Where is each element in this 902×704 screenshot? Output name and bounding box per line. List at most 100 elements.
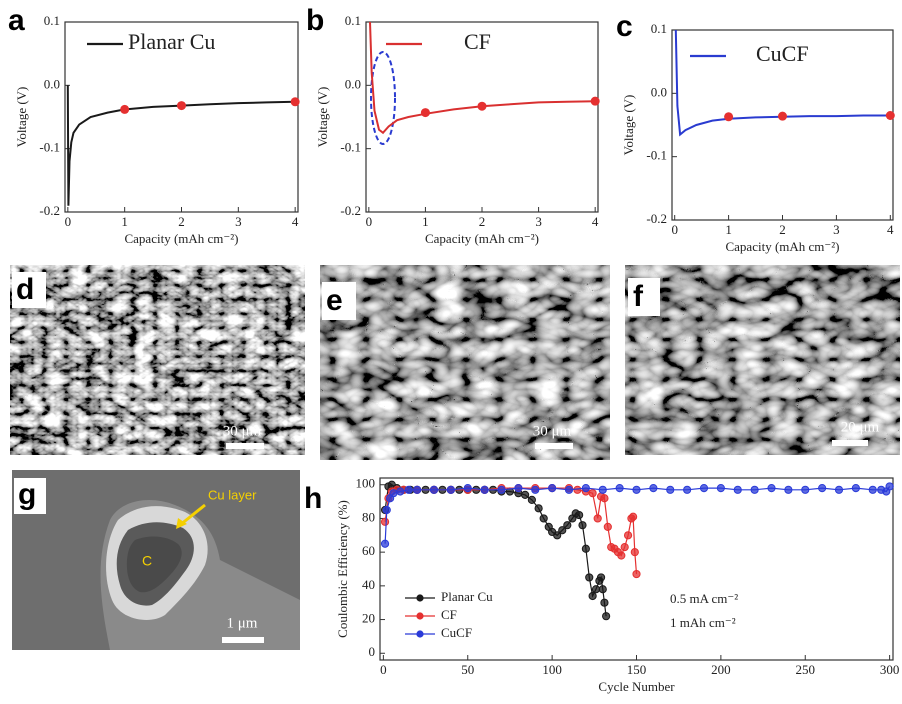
annotation: 1 mAh cm⁻² <box>670 615 736 630</box>
data-point <box>630 513 637 520</box>
y-tick-label: 0.1 <box>345 13 361 28</box>
data-point <box>405 486 412 493</box>
data-point <box>886 483 893 490</box>
marker <box>291 97 300 106</box>
data-point <box>852 485 859 492</box>
x-tick-label: 3 <box>535 214 542 229</box>
y-tick-label: 0.0 <box>651 84 667 99</box>
x-tick-label: 50 <box>461 662 474 677</box>
x-tick-label: 0 <box>65 214 72 229</box>
legend-marker <box>416 612 423 619</box>
y-axis-label: Voltage (V) <box>14 87 29 148</box>
panel-letter: a <box>8 4 25 37</box>
data-point <box>717 485 724 492</box>
data-point <box>565 486 572 493</box>
sem-image-d: d 30 μm <box>10 265 305 455</box>
x-tick-label: 150 <box>627 662 647 677</box>
data-point <box>535 505 542 512</box>
x-tick-label: 1 <box>422 214 429 229</box>
annotation: Cu layer <box>208 487 257 502</box>
data-point <box>390 490 397 497</box>
legend-label: CF <box>464 29 491 54</box>
data-point <box>616 485 623 492</box>
data-point <box>785 486 792 493</box>
y-tick-label: -0.2 <box>340 203 361 218</box>
series-line <box>385 486 889 543</box>
annotation: C <box>142 553 152 569</box>
data-point <box>592 586 599 593</box>
x-axis-label: Capacity (mAh cm⁻²) <box>425 231 539 246</box>
x-tick-label: 3 <box>833 222 840 237</box>
x-tick-label: 4 <box>592 214 599 229</box>
x-tick-label: 3 <box>235 214 242 229</box>
y-tick-label: 100 <box>356 476 376 491</box>
sem-image-f: f 20 μm <box>625 265 900 455</box>
data-point <box>621 543 628 550</box>
panel-letter: e <box>326 284 343 317</box>
data-point <box>869 486 876 493</box>
y-tick-label: 0.1 <box>44 13 60 28</box>
scale-label: 20 μm <box>841 419 880 435</box>
data-point <box>624 532 631 539</box>
x-tick-label: 250 <box>796 662 816 677</box>
data-point <box>522 491 529 498</box>
highlight-ellipse <box>371 52 395 144</box>
y-axis-label: Voltage (V) <box>315 87 330 148</box>
data-point <box>515 485 522 492</box>
data-point <box>430 486 437 493</box>
data-point <box>601 495 608 502</box>
x-tick-label: 2 <box>779 222 786 237</box>
data-point <box>540 515 547 522</box>
data-point <box>397 488 404 495</box>
data-point <box>564 522 571 529</box>
x-tick-label: 300 <box>880 662 900 677</box>
panel-letter: b <box>306 4 324 37</box>
data-point <box>835 486 842 493</box>
series-line <box>385 488 636 574</box>
scale-label: 30 μm <box>533 423 572 439</box>
data-point <box>594 515 601 522</box>
x-tick-label: 4 <box>292 214 299 229</box>
scale-label: 30 μm <box>223 423 262 439</box>
data-point <box>481 486 488 493</box>
data-point <box>599 486 606 493</box>
marker <box>120 105 129 114</box>
y-tick-label: 20 <box>362 611 375 626</box>
x-axis-label: Capacity (mAh cm⁻²) <box>124 231 238 246</box>
data-point <box>381 540 388 547</box>
x-tick-label: 4 <box>887 222 894 237</box>
x-tick-label: 0 <box>380 662 387 677</box>
data-point <box>586 574 593 581</box>
data-point <box>751 486 758 493</box>
data-point <box>802 486 809 493</box>
marker <box>478 102 487 111</box>
data-point <box>631 549 638 556</box>
sem-image-g: g Cu layer C 1 μm <box>12 470 300 650</box>
data-point <box>601 599 608 606</box>
data-point <box>597 574 604 581</box>
data-point <box>576 511 583 518</box>
figure: d 30 μm e 30 μm f 20 μm g Cu layer C 1 μ… <box>0 0 902 704</box>
panel-letter: h <box>304 482 322 515</box>
marker <box>724 112 733 121</box>
data-point <box>700 485 707 492</box>
x-tick-label: 1 <box>725 222 732 237</box>
data-point <box>414 486 421 493</box>
legend-label: CuCF <box>441 625 472 640</box>
data-point <box>684 486 691 493</box>
y-tick-label: 60 <box>362 543 375 558</box>
data-point <box>582 545 589 552</box>
data-point <box>383 506 390 513</box>
legend-marker <box>416 594 423 601</box>
data-point <box>604 523 611 530</box>
data-point <box>528 496 535 503</box>
scale-label: 1 μm <box>227 615 258 631</box>
y-tick-label: -0.2 <box>39 203 60 218</box>
data-point <box>819 485 826 492</box>
data-point <box>589 490 596 497</box>
panel-letter: f <box>633 280 644 313</box>
y-tick-label: -0.2 <box>646 211 667 226</box>
y-axis-label: Voltage (V) <box>621 95 636 156</box>
y-tick-label: -0.1 <box>39 140 60 155</box>
x-tick-label: 1 <box>121 214 128 229</box>
